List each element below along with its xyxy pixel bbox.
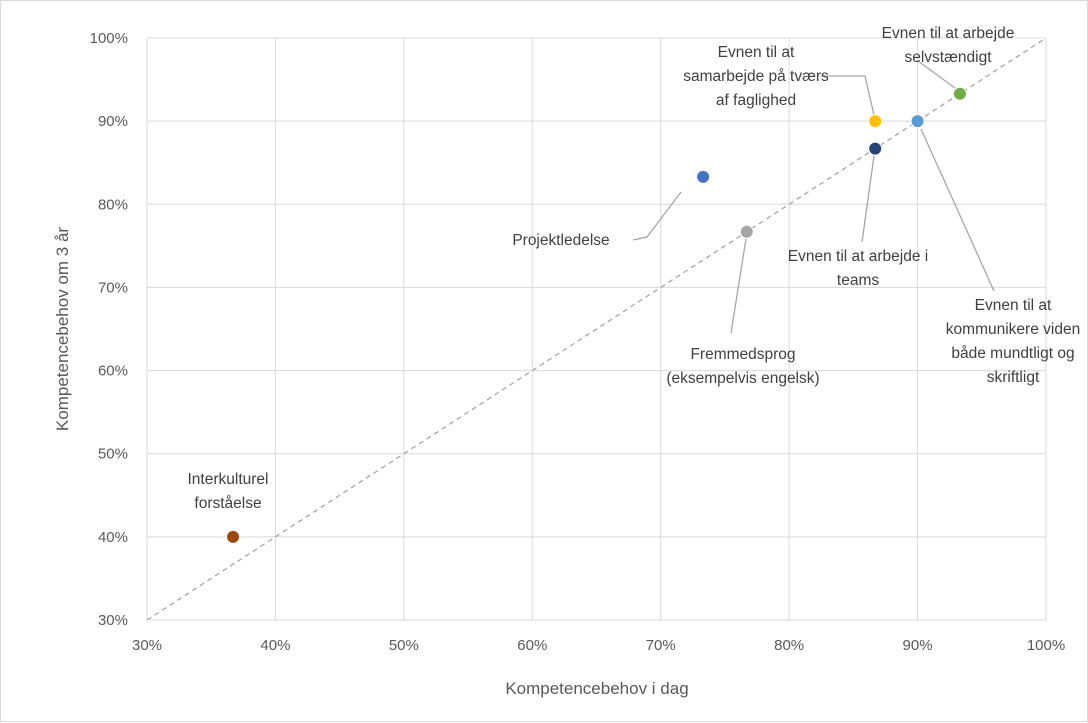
data-point	[952, 86, 967, 101]
x-tick-label: 70%	[646, 637, 676, 654]
label-leader-lines	[632, 60, 995, 334]
point-label-line: teams	[837, 272, 879, 289]
x-tick-label: 60%	[517, 637, 547, 654]
y-tick-label: 50%	[98, 446, 128, 463]
leader-line	[821, 75, 875, 116]
point-label-line: Interkulturel	[188, 471, 269, 488]
y-tick-label: 70%	[98, 279, 128, 296]
x-tick-label: 90%	[903, 637, 933, 654]
point-label-line: Evnen til at	[975, 297, 1052, 314]
point-label-line: Evnen til at arbejde i	[788, 248, 928, 265]
x-tick-label: 30%	[132, 637, 162, 654]
y-tick-label: 30%	[98, 612, 128, 629]
point-label: Evnen til at samarbejde på tværs af faglig…	[683, 44, 829, 109]
point-label: Projektledelse	[512, 232, 609, 249]
y-axis-title: Kompetencebehov om 3 år	[53, 227, 72, 431]
leader-line	[730, 238, 747, 334]
point-label-line: forståelse	[194, 495, 261, 512]
point-label-line: Fremmedsprog	[690, 346, 795, 363]
point-label: Evnen til at arbejde i teams	[788, 248, 928, 289]
point-label: Evnen til at arbejde selvstændigt	[882, 25, 1015, 66]
point-label-line: af faglighed	[716, 92, 796, 109]
point-labels: Interkulturel forståelse Projektledelse Fre…	[188, 25, 1081, 512]
point-label-line: Projektledelse	[512, 232, 609, 249]
point-label-line: både mundtligt og	[951, 345, 1074, 362]
data-points	[226, 86, 967, 544]
data-point	[868, 114, 883, 129]
y-tick-label: 80%	[98, 196, 128, 213]
data-point	[910, 114, 925, 129]
y-tick-label: 90%	[98, 113, 128, 130]
leader-line	[917, 60, 956, 89]
data-point	[868, 141, 883, 156]
point-label-line: selvstændigt	[904, 49, 992, 66]
x-tick-label: 80%	[774, 637, 804, 654]
axis-ticks: 30%30% 40% 40% 50% 50% 60% 60% 70% 70% 80% 80% 90% 9…	[90, 30, 1066, 654]
x-tick-label: 50%	[389, 637, 419, 654]
data-point	[739, 224, 754, 239]
data-point	[226, 529, 241, 544]
leader-line	[632, 191, 682, 241]
x-axis-title: Kompetencebehov i dag	[505, 679, 688, 698]
y-tick-label: 40%	[98, 529, 128, 546]
y-tick-label: 100%	[90, 30, 128, 47]
point-label-line: samarbejde på tværs	[683, 68, 829, 85]
data-point	[696, 169, 711, 184]
point-label-line: (eksempelvis engelsk)	[666, 370, 819, 387]
grid-lines	[146, 37, 1047, 621]
point-label-line: skriftligt	[987, 369, 1040, 386]
point-label: Evnen til at kommunikere viden både mundtl…	[946, 297, 1080, 386]
point-label-line: kommunikere viden	[946, 321, 1080, 338]
diagonal-reference-line	[146, 37, 1047, 621]
x-tick-label: 100%	[1027, 637, 1065, 654]
point-label-line: Evnen til at	[718, 44, 795, 61]
point-label: Fremmedsprog (eksempelvis engelsk)	[666, 346, 819, 387]
leader-line	[920, 128, 995, 292]
leader-line	[861, 155, 875, 243]
x-tick-label: 40%	[260, 637, 290, 654]
point-label: Interkulturel forståelse	[188, 471, 269, 512]
y-tick-label: 60%	[98, 363, 128, 380]
point-label-line: Evnen til at arbejde	[882, 25, 1015, 42]
